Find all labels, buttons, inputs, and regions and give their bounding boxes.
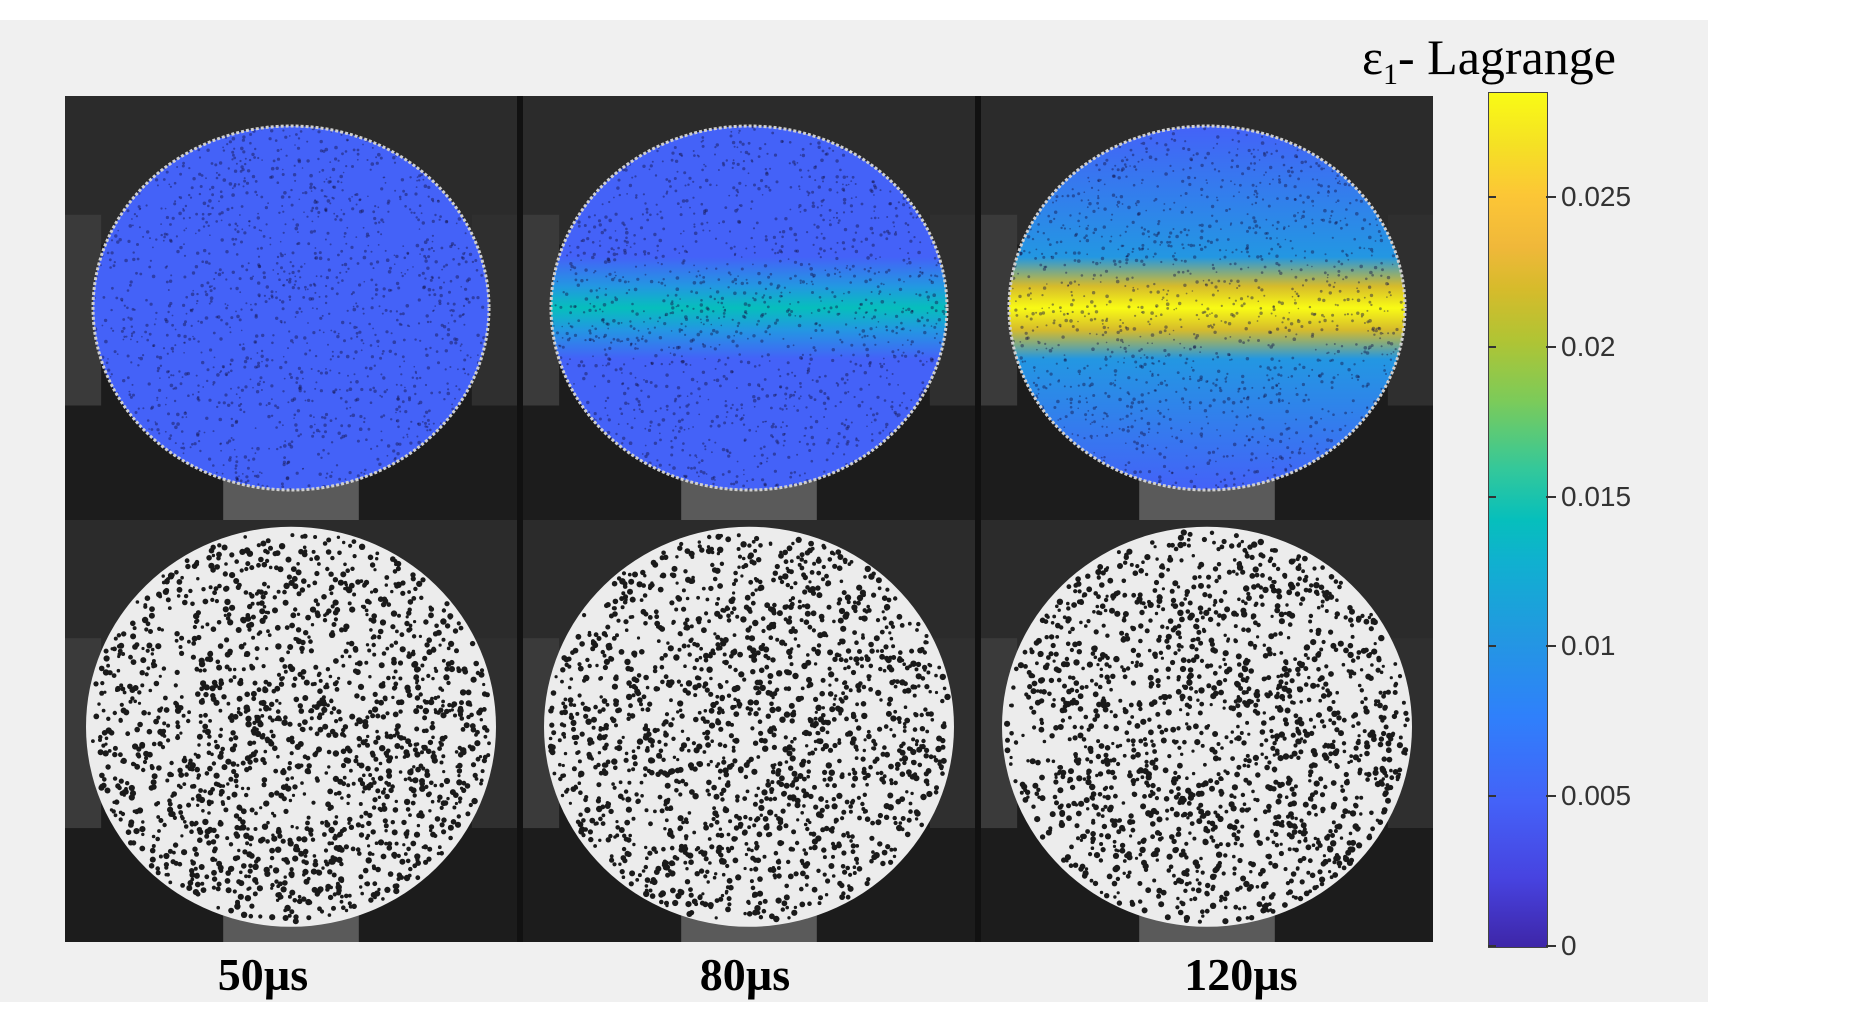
colorbar-tick-label: 0.005	[1561, 780, 1632, 812]
colorbar-tick-inner	[1488, 345, 1496, 348]
colorbar	[1488, 92, 1548, 948]
colorbar-label-suffix: - Lagrange	[1398, 29, 1616, 85]
speckle-panel-80us	[523, 520, 975, 942]
colorbar-title: ε1- Lagrange	[1362, 28, 1616, 92]
strain-panel-80us	[523, 96, 975, 520]
time-label-80us: 80µs	[699, 949, 791, 1000]
image-grid	[65, 96, 1433, 942]
speckle-panel-120us	[981, 520, 1433, 942]
colorbar-tick-inner	[1488, 945, 1496, 947]
colorbar-tick-label: 0	[1561, 930, 1577, 961]
strain-panel-50us	[65, 96, 517, 520]
colorbar-tick	[1546, 495, 1556, 498]
colorbar-tick	[1546, 945, 1556, 947]
time-label-120us: 120µs	[1184, 949, 1298, 1000]
speckle-panel-50us	[65, 520, 517, 942]
strain-subscript: 1	[1383, 58, 1398, 91]
colorbar-tick	[1546, 645, 1556, 648]
colorbar-tick	[1546, 345, 1556, 348]
colorbar-tick	[1546, 195, 1556, 198]
colorbar-tick-label: 0.02	[1561, 330, 1616, 362]
colorbar-tick-inner	[1488, 495, 1496, 498]
colorbar-tick-label: 0.025	[1561, 180, 1632, 212]
colorbar-tick-inner	[1488, 645, 1496, 648]
colorbar-tick-label: 0.015	[1561, 480, 1632, 512]
colorbar-tick-inner	[1488, 195, 1496, 198]
colorbar-tick-label: 0.01	[1561, 630, 1616, 662]
colorbar-tick-inner	[1488, 795, 1496, 798]
colorbar-tick	[1546, 795, 1556, 798]
strain-panel-120us	[981, 96, 1433, 520]
strain-symbol: ε	[1362, 29, 1383, 85]
time-label-50us: 50µs	[217, 949, 309, 1000]
